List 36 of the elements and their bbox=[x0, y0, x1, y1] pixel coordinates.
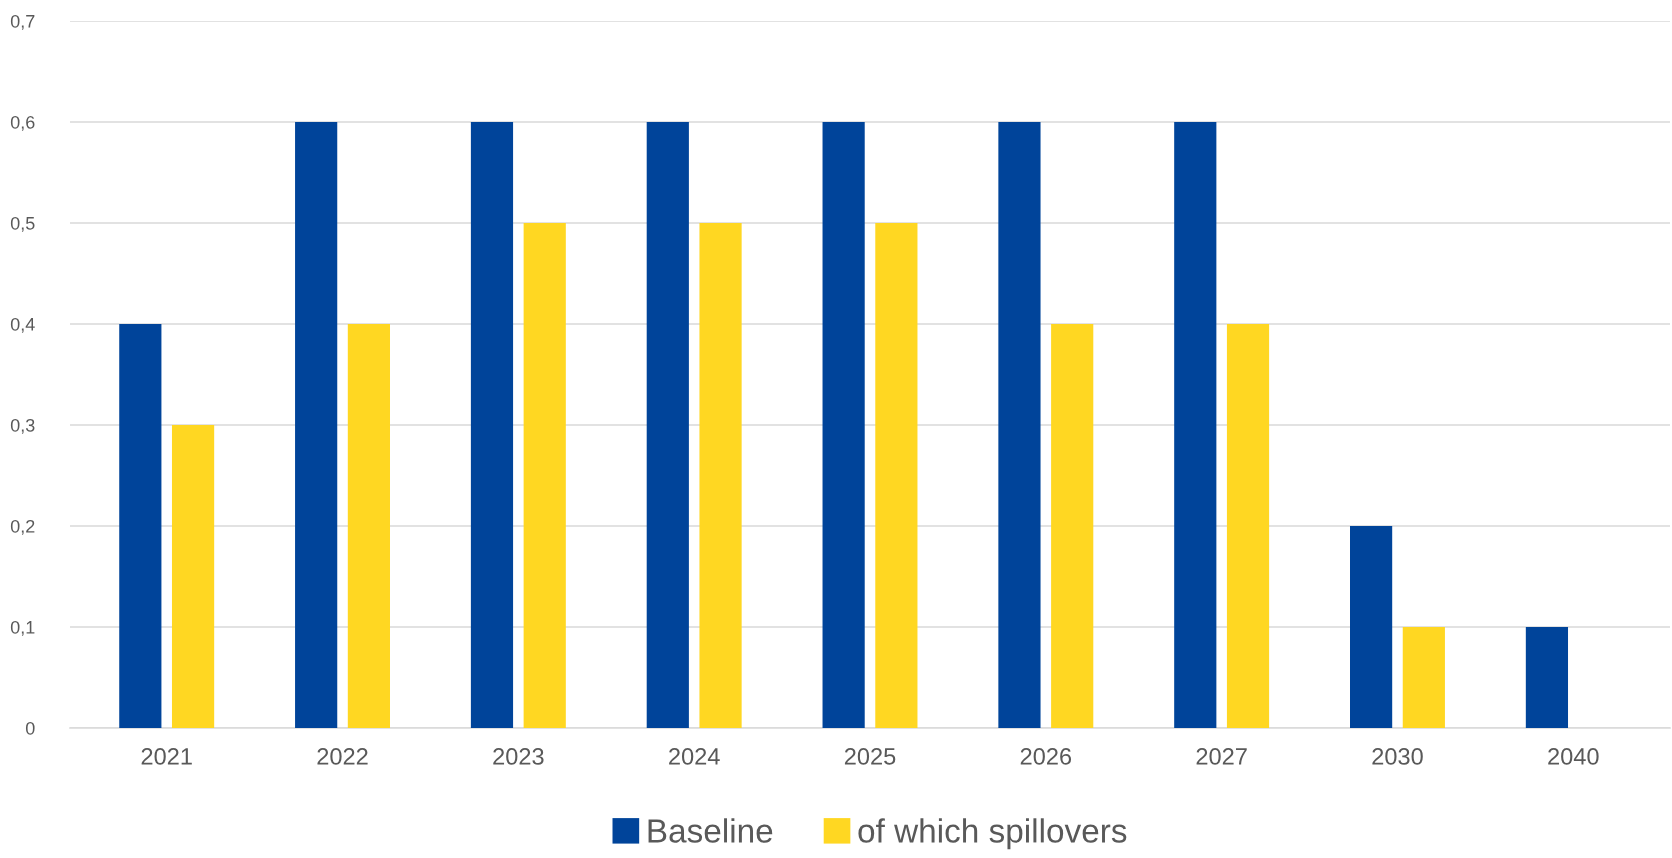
bar bbox=[1525, 627, 1569, 728]
y-tick-label: 0,3 bbox=[10, 418, 35, 434]
bar bbox=[1226, 324, 1270, 728]
y-tick-label: 0 bbox=[25, 721, 35, 735]
y-tick-label: 0,4 bbox=[10, 317, 35, 333]
x-tick-label: 2025 bbox=[844, 748, 896, 765]
bar bbox=[998, 122, 1041, 728]
x-tick-label: 2030 bbox=[1372, 748, 1423, 765]
bar bbox=[1174, 122, 1217, 728]
bar bbox=[699, 223, 742, 728]
bar bbox=[295, 122, 338, 728]
bar bbox=[470, 122, 514, 728]
bar bbox=[822, 122, 865, 728]
y-tick-label: 0,2 bbox=[10, 519, 35, 535]
x-tick-label: 2022 bbox=[317, 748, 368, 765]
x-tick-label: 2026 bbox=[1020, 748, 1072, 765]
x-tick-label: 2040 bbox=[1548, 748, 1599, 765]
bar bbox=[1402, 627, 1445, 728]
x-tick-label: 2023 bbox=[493, 748, 544, 765]
y-tick-label: 0,6 bbox=[10, 115, 35, 131]
legend-label: Baseline bbox=[648, 818, 773, 843]
bar bbox=[1051, 324, 1094, 728]
bar bbox=[523, 223, 566, 728]
legend-label: of which spillovers bbox=[858, 818, 1127, 850]
bar bbox=[347, 324, 390, 728]
x-tick-label: 2027 bbox=[1196, 748, 1247, 765]
y-tick-label: 0,1 bbox=[10, 620, 35, 636]
y-tick-label: 0,5 bbox=[10, 216, 35, 232]
x-tick-label: 2024 bbox=[669, 748, 720, 765]
x-tick-label: 2021 bbox=[141, 748, 192, 765]
bar bbox=[1350, 526, 1393, 728]
y-tick-label: 0,7 bbox=[10, 14, 35, 30]
bar bbox=[171, 425, 215, 728]
bar bbox=[875, 223, 918, 728]
bar bbox=[646, 122, 689, 728]
bar bbox=[119, 324, 162, 728]
